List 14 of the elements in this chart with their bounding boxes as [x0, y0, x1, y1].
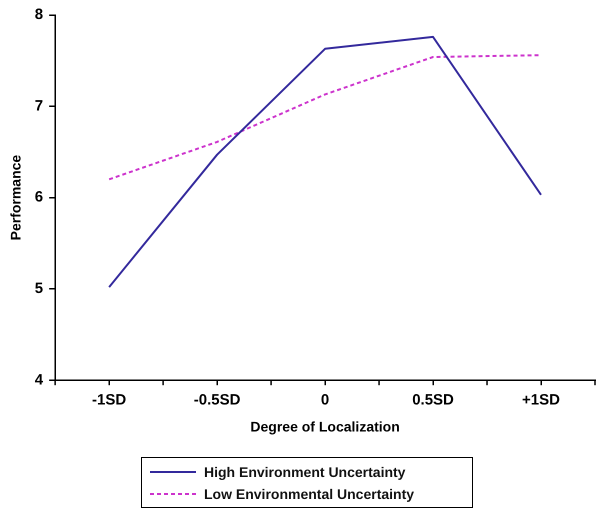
y-tick-label: 6 [34, 188, 44, 206]
y-tick-label: 4 [34, 371, 44, 388]
x-tick-label: 0 [320, 391, 330, 408]
x-tick-label: -1SD [92, 391, 126, 408]
y-tick-label: 8 [34, 6, 44, 24]
y-axis-title: Performance [7, 154, 24, 240]
legend-label: High Environment Uncertainty [204, 464, 406, 480]
x-tick-label: +1SD [522, 391, 560, 408]
y-tick-label: 7 [34, 97, 44, 114]
legend-label: Low Environmental Uncertainty [204, 486, 414, 502]
x-axis-title: Degree of Localization [250, 418, 400, 434]
x-tick-label: 0.5SD [412, 391, 454, 408]
x-tick-label: -0.5SD [194, 391, 241, 408]
y-tick-label: 5 [34, 280, 44, 298]
